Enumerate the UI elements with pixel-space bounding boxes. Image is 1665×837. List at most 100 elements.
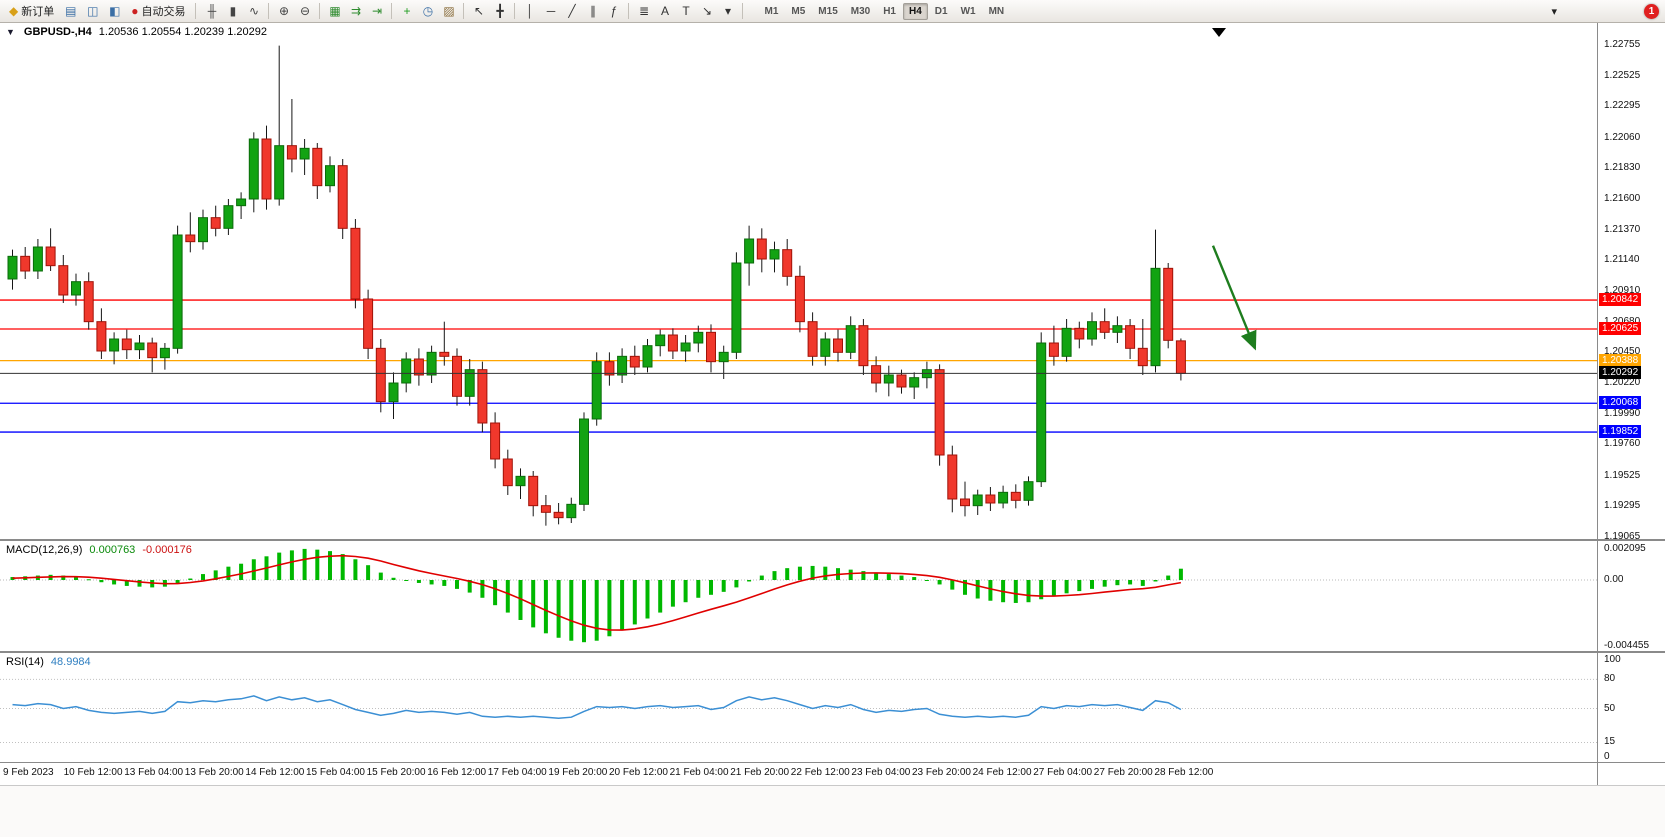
auto-trading-button[interactable]: ● 自动交易 [126,2,190,21]
rsi-canvas[interactable] [0,653,1597,762]
time-label: 21 Feb 04:00 [669,767,729,778]
fibonacci-button[interactable]: ƒ [603,2,624,21]
chart-menu-icon[interactable]: ▼ [6,27,15,37]
timeframe-button-m15[interactable]: M15 [812,3,843,20]
rsi-tick-label: 80 [1604,673,1616,685]
arrows-dropdown-icon: ▾ [724,4,731,18]
price-tick-label: 1.19760 [1604,438,1641,450]
tile-windows-button[interactable]: ▦ [324,2,345,21]
macd-canvas[interactable] [0,541,1597,651]
rsi-label-bar: RSI(14) 48.9984 [6,656,91,668]
chart-shift-button[interactable]: ⇥ [366,2,387,21]
crosshair-button[interactable]: ╋ [489,2,510,21]
templates-button[interactable]: ▨ [438,2,459,21]
price-tick-label: 1.21140 [1604,254,1640,266]
rsi-label: RSI(14) [6,656,44,668]
toolbar-separator [391,3,393,19]
macd-label-bar: MACD(12,26,9) 0.000763 -0.000176 [6,544,192,556]
timeframe-button-mn[interactable]: MN [983,3,1011,20]
line-chart-button[interactable]: ∿ [243,2,264,21]
timeframe-button-m1[interactable]: M1 [758,3,784,20]
macd-axis[interactable]: 0.002095 0.00 -0.004455 [1597,541,1665,651]
bar-chart-button[interactable]: ╫ [201,2,222,21]
price-tag: 1.20292 [1599,366,1642,380]
main-chart-canvas[interactable] [0,23,1597,539]
timeframe-button-w1[interactable]: W1 [955,3,982,20]
chart-title-bar: ▼ GBPUSD-,H4 1.20536 1.20554 1.20239 1.2… [6,26,267,38]
market-watch-icon: ▤ [65,4,77,18]
timeframe-button-h1[interactable]: H1 [877,3,902,20]
price-tick-label: 1.19065 [1604,531,1641,542]
rsi-value: 48.9984 [50,656,91,668]
equidistant-channel-icon: ∥ [589,4,596,18]
crosshair-icon: ╋ [496,4,504,18]
text-label-icon: T [682,4,690,18]
market-watch-button[interactable]: ▤ [60,2,81,21]
macd-tick-label: 0.00 [1604,574,1624,585]
time-label: 27 Feb 20:00 [1093,767,1153,778]
time-label: 14 Feb 12:00 [245,767,305,778]
toolbar-separator [514,3,516,19]
indicators-button[interactable]: + [396,2,417,21]
cursor-button[interactable]: ↖ [468,2,489,21]
zoom-in-button[interactable]: ⊕ [273,2,294,21]
shapes-button[interactable]: ≣ [633,2,654,21]
rsi-axis[interactable]: 100 80 50 15 0 [1597,653,1665,762]
macd-label: MACD(12,26,9) [6,544,83,556]
toolbar-overflow-icon[interactable]: ▾ [1551,5,1557,18]
periods-button[interactable]: ◷ [417,2,438,21]
zoom-in-icon: ⊕ [278,4,290,18]
time-label: 23 Feb 04:00 [851,767,911,778]
arrows-icon: ↘ [701,4,713,18]
price-panel: 1.22755 1.22525 1.22295 1.22060 1.21830 1.216… [0,23,1665,542]
chart-shift-icon: ⇥ [371,4,383,18]
tile-windows-icon: ▦ [329,4,341,18]
time-axis[interactable]: 9 Feb 2023 10 Feb 12:00 13 Feb 04:00 13 Feb… [0,763,1665,786]
notification-badge[interactable]: 1 [1644,3,1659,19]
time-label: 15 Feb 04:00 [306,767,365,778]
price-tick-label: 1.20910 [1604,285,1641,296]
new-order-button[interactable]: ◆ 新订单 [4,2,59,21]
timeframe-button-d1[interactable]: D1 [929,3,954,20]
down-arrow-annotation[interactable] [1211,245,1257,351]
arrows-dropdown-button[interactable]: ▾ [717,2,738,21]
toolbar-separator [463,3,465,19]
vertical-line-button[interactable]: │ [519,2,540,21]
equidistant-channel-button[interactable]: ∥ [582,2,603,21]
price-tick-label: 1.22755 [1604,39,1641,50]
horizontal-line-button[interactable]: ─ [540,2,561,21]
time-label: 22 Feb 12:00 [790,767,850,778]
bar-chart-icon: ╫ [207,4,217,18]
toolbar-separator [742,3,744,19]
time-label: 13 Feb 20:00 [184,767,244,778]
trendline-button[interactable]: ╱ [561,2,582,21]
price-tick-label: 1.20680 [1604,316,1640,327]
candlestick-chart-button[interactable]: ▮ [222,2,243,21]
timeframe-button-m5[interactable]: M5 [785,3,811,20]
navigator-icon: ◧ [109,4,121,18]
new-order-label: 新订单 [21,6,55,18]
timeframe-button-m30[interactable]: M30 [845,3,876,20]
data-window-button[interactable]: ◫ [82,2,103,21]
candlestick-chart-icon: ▮ [229,4,237,18]
auto-trading-label: 自动交易 [141,6,186,18]
price-axis[interactable]: 1.22755 1.22525 1.22295 1.22060 1.21830 1.216… [1597,23,1665,542]
text-button[interactable]: A [654,2,675,21]
time-label: 16 Feb 12:00 [427,767,487,778]
zoom-out-button[interactable]: ⊖ [294,2,315,21]
price-tick-label: 1.19990 [1604,407,1641,419]
scroll-end-marker-icon[interactable] [1212,28,1226,37]
price-tag: 1.20068 [1599,396,1642,410]
text-label-button[interactable]: T [675,2,696,21]
auto-scroll-button[interactable]: ⇉ [345,2,366,21]
timeframe-button-h4[interactable]: H4 [903,2,928,20]
price-tick-label: 1.22295 [1604,100,1641,112]
auto-scroll-icon: ⇉ [350,4,362,18]
navigator-button[interactable]: ◧ [104,2,125,21]
time-label: 15 Feb 20:00 [366,767,426,778]
time-label: 19 Feb 20:00 [548,767,608,778]
price-tick-label: 1.21600 [1604,193,1641,204]
time-label: 24 Feb 12:00 [972,767,1032,778]
rsi-tick-label: 0 [1604,751,1610,762]
arrows-button[interactable]: ↘ [696,2,717,21]
